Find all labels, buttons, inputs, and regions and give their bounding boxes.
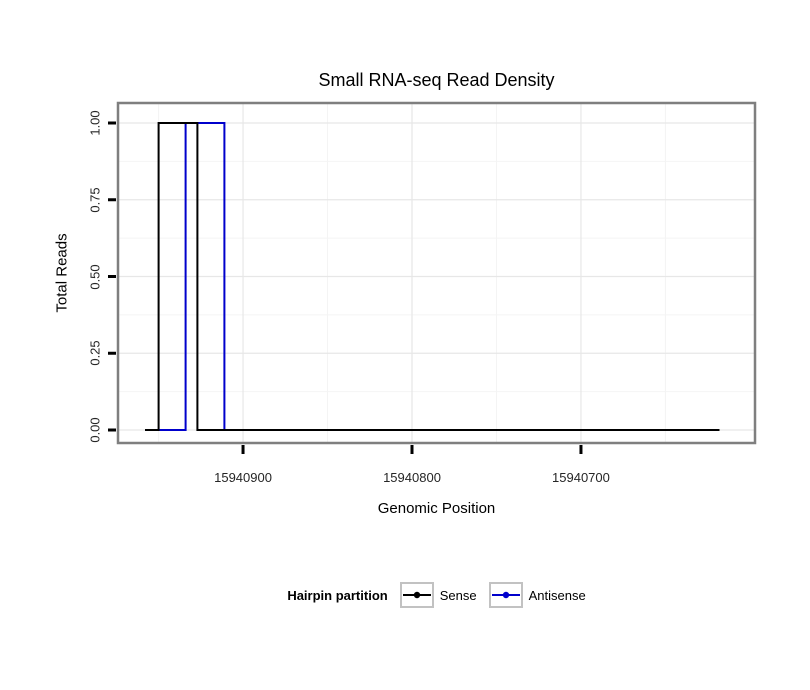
y-tick-label: 1.00 bbox=[87, 110, 103, 136]
y-axis-label: Total Reads bbox=[53, 233, 71, 313]
x-tick-label: 15940900 bbox=[214, 470, 272, 485]
legend: Hairpin partition Sense Antisense bbox=[118, 582, 755, 608]
series-sense bbox=[145, 122, 720, 431]
y-tick-label: 0.50 bbox=[87, 263, 103, 290]
y-tick-label: 0.75 bbox=[87, 187, 103, 213]
sense-key-glyph bbox=[399, 582, 434, 608]
legend-title: Hairpin partition bbox=[287, 587, 388, 603]
legend-item-sense: Sense bbox=[399, 582, 477, 608]
legend-label-sense: Sense bbox=[439, 587, 477, 603]
y-tick-label: 0.00 bbox=[87, 417, 103, 443]
panel-border bbox=[116, 101, 757, 445]
legend-label-antisense: Antisense bbox=[528, 587, 586, 603]
x-axis-label: Genomic Position bbox=[377, 500, 496, 517]
x-tick-label: 15940700 bbox=[552, 470, 610, 485]
antisense-key-glyph bbox=[488, 582, 523, 608]
x-axis-tick-labels: 15940900 15940800 15940700 bbox=[0, 470, 810, 492]
legend-item-antisense: Antisense bbox=[488, 582, 586, 608]
x-tick-label: 15940800 bbox=[383, 470, 441, 485]
chart-title: Small RNA-seq Read Density bbox=[318, 70, 555, 90]
y-tick-label: 0.25 bbox=[87, 340, 103, 366]
